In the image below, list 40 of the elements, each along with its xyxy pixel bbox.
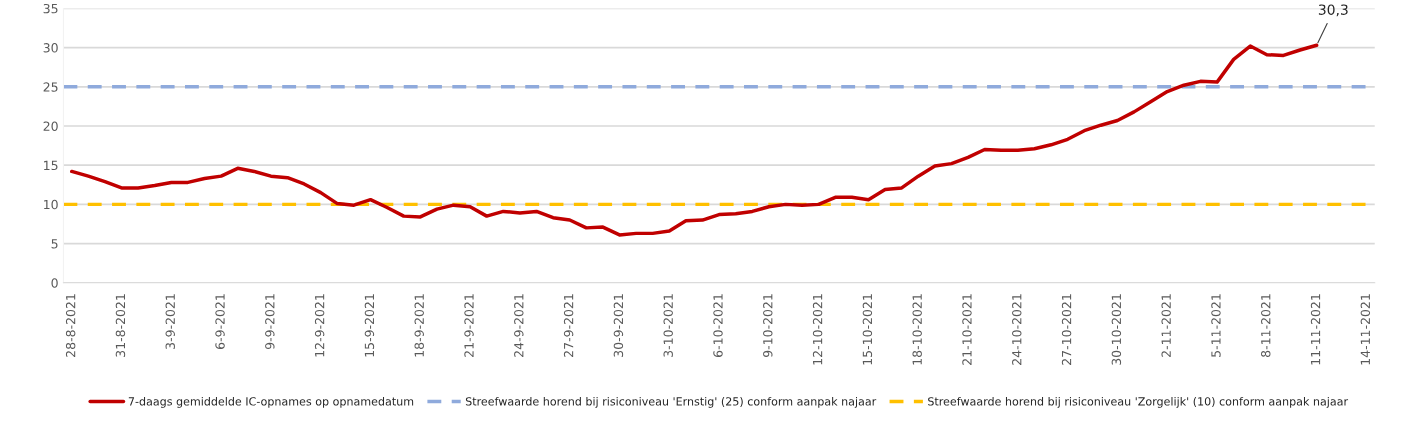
x-tick-label: 8-11-2021 bbox=[1261, 294, 1271, 357]
x-tick-label: 27-10-2021 bbox=[1061, 294, 1072, 365]
x-tick-label: 18-9-2021 bbox=[414, 294, 424, 357]
y-tick-label: 5 bbox=[51, 239, 58, 249]
x-tick-label: 31-8-2021 bbox=[115, 294, 126, 357]
y-tick-label: 0 bbox=[51, 278, 58, 288]
x-tick-label: 30-10-2021 bbox=[1111, 294, 1122, 365]
x-tick-label: 6-10-2021 bbox=[713, 294, 723, 357]
x-tick-label: 21-9-2021 bbox=[464, 294, 474, 357]
y-tick-label: 20 bbox=[43, 121, 58, 131]
x-tick-label: 12-10-2021 bbox=[812, 294, 823, 365]
legend-label: Streefwaarde horend bij risiconiveau 'Ernstig' (25) conform aanpak najaar bbox=[465, 396, 877, 408]
x-tick-label: 12-9-2021 bbox=[314, 294, 325, 357]
x-tick-label: 30-9-2021 bbox=[613, 294, 624, 357]
y-tick-label: 10 bbox=[44, 199, 58, 210]
y-tick-label: 35 bbox=[43, 3, 58, 14]
x-tick-label: 11-11-2021 bbox=[1310, 294, 1321, 365]
legend-label: Streefwaarde horend bij risiconiveau 'Zorgelijk' (10) conform aanpak najaar bbox=[928, 396, 1349, 408]
annotation: 30,3 bbox=[1318, 4, 1348, 17]
x-tick-label: 21-10-2021 bbox=[962, 294, 972, 365]
x-tick-label: 5-11-2021 bbox=[1211, 294, 1221, 357]
legend-label: 7-daags gemiddelde IC-opnames op opnamedatum bbox=[128, 396, 414, 408]
y-tick-label: 25 bbox=[43, 82, 58, 92]
y-tick-label: 15 bbox=[44, 160, 58, 171]
x-tick-label: 9-9-2021 bbox=[265, 294, 275, 350]
x-tick-label: 15-10-2021 bbox=[862, 294, 873, 365]
x-tick-label: 9-10-2021 bbox=[763, 294, 773, 358]
line-series bbox=[70, 43, 1319, 237]
x-tick-label: 14-11-2021 bbox=[1360, 294, 1371, 365]
x-tick-label: 2-11-2021 bbox=[1161, 294, 1171, 357]
x-tick-label: 27-9-2021 bbox=[563, 294, 574, 357]
x-tick-label: 6-9-2021 bbox=[215, 294, 225, 350]
x-tick-label: 28-8-2021 bbox=[65, 294, 76, 357]
x-tick-label: 18-10-2021 bbox=[912, 294, 922, 365]
x-tick-label: 24-10-2021 bbox=[1012, 294, 1022, 365]
x-tick-label: 3-9-2021 bbox=[165, 294, 175, 349]
x-tick-label: 3-10-2021 bbox=[663, 294, 673, 357]
x-tick-label: 24-9-2021 bbox=[514, 294, 524, 357]
x-tick-label: 15-9-2021 bbox=[364, 294, 375, 357]
y-tick-label: 30 bbox=[43, 43, 58, 53]
